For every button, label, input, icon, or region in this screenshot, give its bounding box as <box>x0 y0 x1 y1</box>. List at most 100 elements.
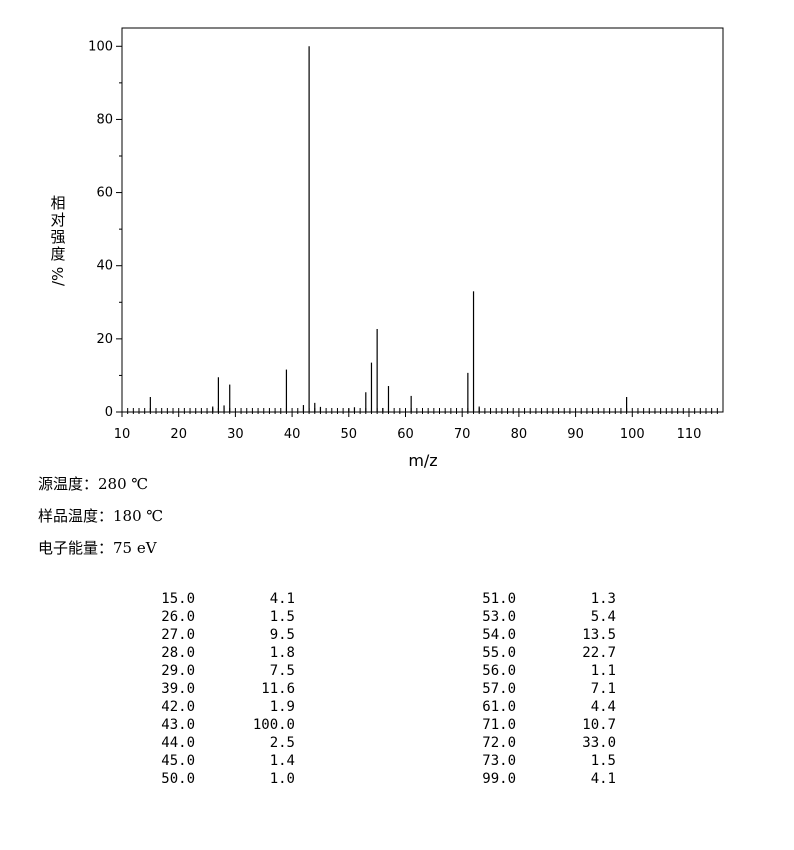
peak-row: 99.0 4.1 <box>456 770 616 788</box>
peak-intensity: 1.0 <box>269 771 295 787</box>
peak-row: 27.0 9.5 <box>135 626 295 644</box>
peak-row: 54.0 13.5 <box>456 626 616 644</box>
peak-row: 73.0 1.5 <box>456 752 616 770</box>
peak-mz: 39.0 <box>161 681 195 697</box>
x-tick-label: 90 <box>567 427 584 442</box>
peak-intensity: 4.4 <box>590 699 616 715</box>
y-tick-label: 80 <box>96 112 113 127</box>
peak-intensity: 1.9 <box>269 699 295 715</box>
y-title-unit: /% <box>49 267 67 286</box>
peak-mz: 45.0 <box>161 753 195 769</box>
y-tick-label: 40 <box>96 259 113 274</box>
x-tick-label: 40 <box>284 427 301 442</box>
peak-mz: 28.0 <box>161 645 195 661</box>
peak-mz: 43.0 <box>161 717 195 733</box>
x-tick-label: 110 <box>677 427 702 442</box>
x-tick-label: 10 <box>114 427 131 442</box>
peak-row: 50.0 1.0 <box>135 770 295 788</box>
spectrum-bars <box>149 46 628 412</box>
peak-row: 57.0 7.1 <box>456 680 616 698</box>
peak-intensity: 13.5 <box>582 627 616 643</box>
peak-row: 51.0 1.3 <box>456 590 616 608</box>
peak-row: 15.0 4.1 <box>135 590 295 608</box>
condition-electron-energy: 电子能量：75 eV <box>38 539 157 557</box>
peak-mz: 72.0 <box>482 735 516 751</box>
peak-mz: 27.0 <box>161 627 195 643</box>
peak-row: 44.0 2.5 <box>135 734 295 752</box>
peak-mz: 57.0 <box>482 681 516 697</box>
y-title-char: 度 <box>50 245 65 263</box>
x-axis: 10 20 30 40 50 60 70 80 90 100 110 <box>114 408 718 442</box>
x-tick-label: 80 <box>511 427 528 442</box>
peak-intensity: 7.5 <box>269 663 295 679</box>
peak-mz: 55.0 <box>482 645 516 661</box>
peak-intensity: 10.7 <box>582 717 616 733</box>
y-title-char: 对 <box>50 211 65 229</box>
peak-row: 29.0 7.5 <box>135 662 295 680</box>
y-tick-label: 20 <box>96 332 113 347</box>
peak-mz: 42.0 <box>161 699 195 715</box>
peak-mz: 73.0 <box>482 753 516 769</box>
peak-row: 26.0 1.5 <box>135 608 295 626</box>
peak-table-left: 15.0 4.1 26.0 1.5 27.0 9.5 28.0 1.8 29.0 7.5 39.0 1… <box>135 590 295 788</box>
peak-mz: 51.0 <box>482 591 516 607</box>
peak-intensity: 4.1 <box>269 591 295 607</box>
peak-intensity: 33.0 <box>582 735 616 751</box>
y-tick-label: 100 <box>88 39 113 54</box>
peak-intensity: 1.4 <box>269 753 295 769</box>
peak-intensity: 1.8 <box>269 645 295 661</box>
peak-intensity: 4.1 <box>590 771 616 787</box>
peak-mz: 99.0 <box>482 771 516 787</box>
peak-intensity: 5.4 <box>590 609 616 625</box>
x-tick-label: 20 <box>170 427 187 442</box>
y-title-char: 相 <box>50 194 65 212</box>
y-axis: 0 20 40 60 80 100 <box>88 39 122 420</box>
x-tick-label: 50 <box>341 427 358 442</box>
peak-row: 28.0 1.8 <box>135 644 295 662</box>
peak-table-right: 51.0 1.3 53.0 5.4 54.0 13.5 55.0 22.7 56.0 1.1 57.… <box>456 590 616 788</box>
peak-mz: 56.0 <box>482 663 516 679</box>
peak-row: 42.0 1.9 <box>135 698 295 716</box>
peak-row: 43.0 100.0 <box>135 716 295 734</box>
x-axis-title: m/z <box>408 451 437 470</box>
condition-source-temp: 源温度：280 ℃ <box>38 475 149 493</box>
y-title-char: 强 <box>50 228 65 246</box>
peak-row: 39.0 11.6 <box>135 680 295 698</box>
peak-intensity: 1.3 <box>590 591 616 607</box>
peak-mz: 29.0 <box>161 663 195 679</box>
peak-row: 45.0 1.4 <box>135 752 295 770</box>
peak-row: 71.0 10.7 <box>456 716 616 734</box>
x-tick-label: 30 <box>227 427 244 442</box>
peak-mz: 26.0 <box>161 609 195 625</box>
x-tick-label: 70 <box>454 427 471 442</box>
peak-intensity: 1.5 <box>269 609 295 625</box>
peak-mz: 15.0 <box>161 591 195 607</box>
peak-row: 53.0 5.4 <box>456 608 616 626</box>
peak-row: 55.0 22.7 <box>456 644 616 662</box>
x-tick-label: 60 <box>397 427 414 442</box>
peak-mz: 44.0 <box>161 735 195 751</box>
peak-intensity: 9.5 <box>269 627 295 643</box>
condition-sample-temp: 样品温度：180 ℃ <box>38 507 164 525</box>
peak-mz: 54.0 <box>482 627 516 643</box>
peak-mz: 61.0 <box>482 699 516 715</box>
peak-intensity: 100.0 <box>252 717 295 733</box>
peak-mz: 53.0 <box>482 609 516 625</box>
plot-frame <box>121 27 724 413</box>
y-tick-label: 0 <box>105 405 113 420</box>
peak-row: 72.0 33.0 <box>456 734 616 752</box>
peak-intensity: 1.1 <box>590 663 616 679</box>
x-tick-label: 100 <box>620 427 645 442</box>
peak-row: 61.0 4.4 <box>456 698 616 716</box>
peak-intensity: 11.6 <box>261 681 295 697</box>
peak-intensity: 2.5 <box>269 735 295 751</box>
mass-spectrum-chart: 0 20 40 60 80 100 10 20 30 40 50 60 70 80 90 100 110 m/… <box>49 27 724 470</box>
y-tick-label: 60 <box>96 186 113 201</box>
peak-intensity: 22.7 <box>582 645 616 661</box>
peak-intensity: 1.5 <box>590 753 616 769</box>
peak-intensity: 7.1 <box>590 681 616 697</box>
peak-mz: 71.0 <box>482 717 516 733</box>
peak-row: 56.0 1.1 <box>456 662 616 680</box>
peak-mz: 50.0 <box>161 771 195 787</box>
